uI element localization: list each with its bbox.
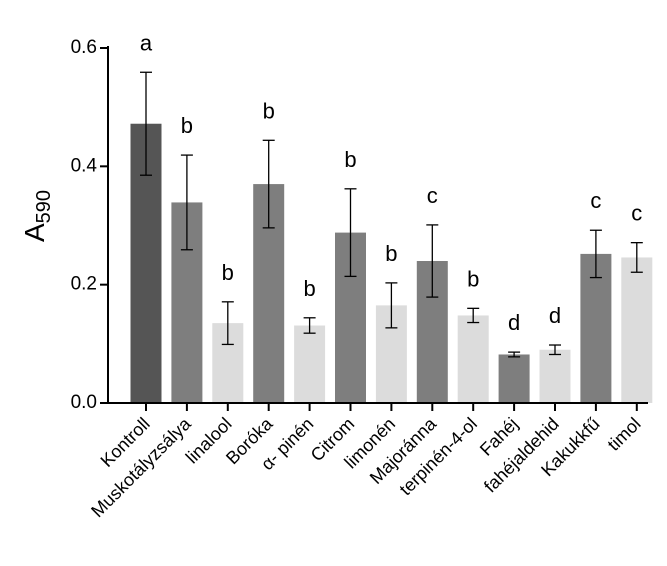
error-bar [426,224,439,298]
error-bar [140,71,152,176]
y-axis-label-subscript: 590 [33,190,55,223]
significance-letters-group: a b b b b b b c b d d c c [140,30,642,335]
significance-letter: a [140,30,153,55]
bar [621,257,653,403]
significance-letter: c [427,183,438,208]
bar [294,325,326,403]
y-tick-label: 0.0 [71,392,97,413]
bar [580,253,612,403]
error-bar [180,154,193,251]
error-bar [467,307,480,324]
significance-letter: d [508,310,520,335]
error-bar [303,317,316,334]
error-bar [385,282,398,329]
significance-letter: c [590,188,601,213]
bar [539,349,571,403]
bar [498,354,530,403]
significance-letter: b [385,241,397,266]
y-tick-label: 0.2 [71,274,97,295]
y-axis-label: A590 [19,190,55,242]
significance-letter: d [549,303,561,328]
error-bar [508,351,521,358]
significance-letter: b [222,260,234,285]
error-bar [344,188,357,278]
significance-letter: c [631,201,642,226]
y-tick-label: 0.4 [71,155,98,176]
error-bar [630,242,643,273]
significance-letter: b [344,147,356,172]
error-bar [262,139,275,229]
x-axis: KontrollMuskotályzsályalinaloolBorókaα- … [87,402,648,521]
significance-letter: b [303,276,315,301]
error-bar [589,229,602,279]
y-tick-label: 0.6 [71,37,97,58]
significance-letter: b [181,113,193,138]
error-bars-group [140,71,643,358]
y-axis-label-main: A [19,223,50,242]
error-bar [221,301,234,346]
y-axis: 0.0 0.2 0.4 0.6 [71,37,109,413]
x-tick-label: timol [604,414,645,455]
significance-letter: b [263,98,275,123]
significance-letter: b [467,266,479,291]
bar [457,315,489,403]
error-bar [549,344,561,356]
